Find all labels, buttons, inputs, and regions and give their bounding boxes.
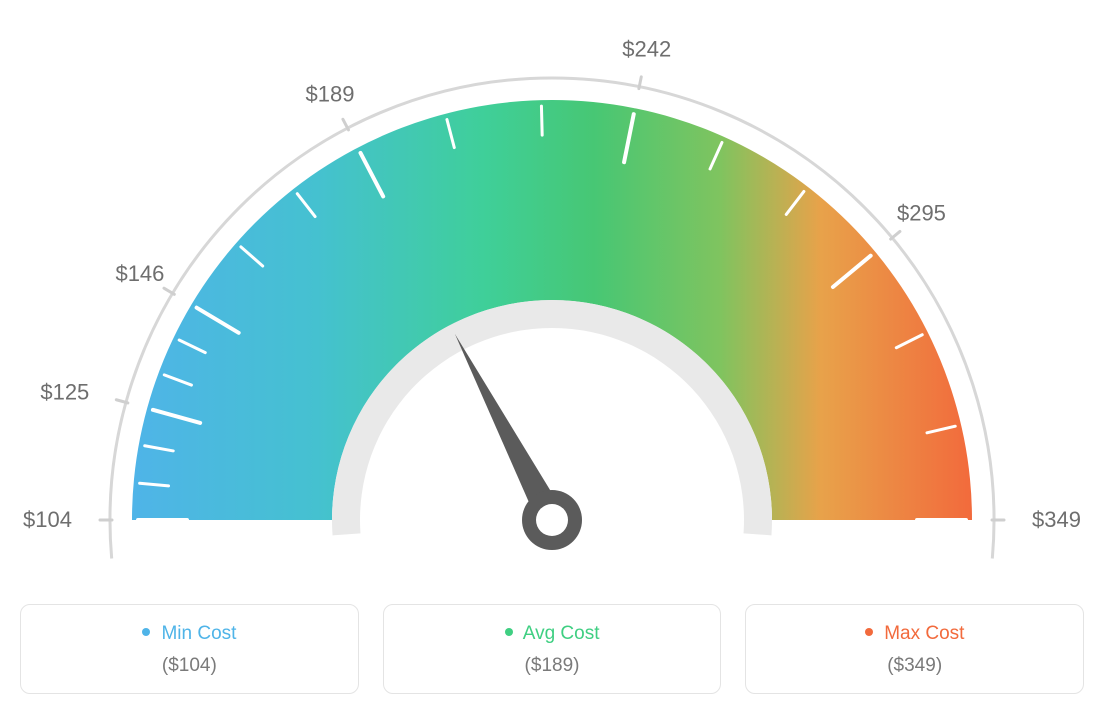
legend-value-avg: ($189) <box>384 655 721 677</box>
dot-icon <box>142 628 150 636</box>
legend-value-max: ($349) <box>746 655 1083 677</box>
legend-label-text: Avg Cost <box>523 623 600 644</box>
legend-row: Min Cost ($104) Avg Cost ($189) Max Cost… <box>20 604 1084 694</box>
legend-label-avg: Avg Cost <box>384 623 721 645</box>
gauge-svg-container: $104 $125 $146 $189 $242 $295 $349 <box>20 20 1084 580</box>
legend-label-text: Min Cost <box>161 623 236 644</box>
legend-label-min: Min Cost <box>21 623 358 645</box>
legend-label-max: Max Cost <box>746 623 1083 645</box>
svg-text:$242: $242 <box>622 36 671 61</box>
dot-icon <box>865 628 873 636</box>
cost-gauge-chart: $104 $125 $146 $189 $242 $295 $349 Min Cost ($… <box>20 20 1084 694</box>
legend-value-min: ($104) <box>21 655 358 677</box>
svg-text:$189: $189 <box>306 81 355 106</box>
svg-text:$125: $125 <box>40 379 89 404</box>
legend-card-min: Min Cost ($104) <box>20 604 359 694</box>
legend-card-max: Max Cost ($349) <box>745 604 1084 694</box>
svg-text:$104: $104 <box>23 507 72 532</box>
legend-label-text: Max Cost <box>884 623 964 644</box>
gauge-svg: $104 $125 $146 $189 $242 $295 $349 <box>20 20 1084 580</box>
svg-text:$146: $146 <box>115 261 164 286</box>
svg-text:$349: $349 <box>1032 507 1081 532</box>
svg-text:$295: $295 <box>897 201 946 226</box>
legend-card-avg: Avg Cost ($189) <box>383 604 722 694</box>
dot-icon <box>505 628 513 636</box>
